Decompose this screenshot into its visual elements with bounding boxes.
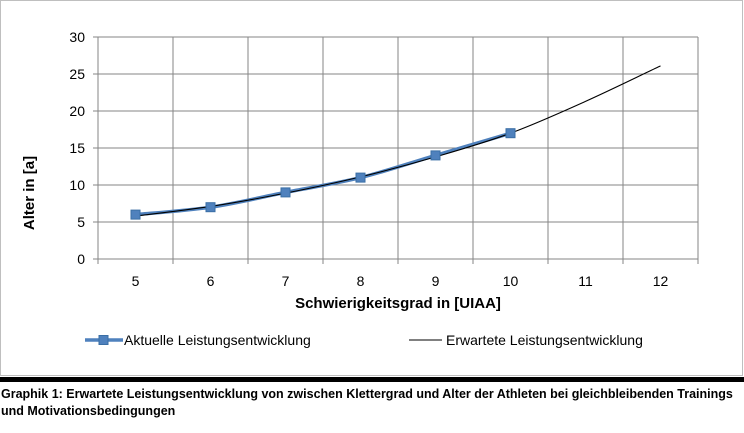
y-tick-label: 20 bbox=[69, 103, 85, 119]
data-point-aktuelle bbox=[130, 209, 141, 220]
axes: 0 5 10 15 20 25 30 5 6 7 8 9 10 11 12 bbox=[69, 29, 699, 289]
x-tick-label: 9 bbox=[432, 273, 440, 289]
data-point-aktuelle bbox=[430, 150, 441, 161]
series-layer bbox=[130, 65, 661, 220]
data-point-aktuelle bbox=[280, 187, 291, 198]
y-axis-title: Alter in [a] bbox=[21, 156, 38, 230]
y-tick-label: 15 bbox=[69, 140, 85, 156]
grid bbox=[98, 36, 699, 259]
y-tick-label: 10 bbox=[69, 177, 85, 193]
legend-item-aktuelle: Aktuelle Leistungsentwicklung bbox=[85, 332, 311, 348]
data-point-aktuelle bbox=[505, 128, 516, 139]
series-line-erwartete bbox=[135, 65, 661, 217]
caption-rule bbox=[0, 377, 744, 382]
data-point-aktuelle bbox=[205, 202, 216, 213]
x-tick-label: 7 bbox=[282, 273, 290, 289]
x-tick-label: 12 bbox=[653, 273, 669, 289]
legend-label-aktuelle: Aktuelle Leistungsentwicklung bbox=[124, 332, 311, 348]
chart-frame: 0 5 10 15 20 25 30 5 6 7 8 9 10 11 12 Schwierigkeitsgr… bbox=[0, 0, 743, 376]
y-tick-label: 25 bbox=[69, 66, 85, 82]
x-tick-label: 5 bbox=[132, 273, 140, 289]
legend-item-erwartete: Erwartete Leistungsentwicklung bbox=[409, 332, 643, 348]
x-axis-title: Schwierigkeitsgrad in [UIAA] bbox=[295, 295, 501, 312]
legend-label-erwartete: Erwartete Leistungsentwicklung bbox=[446, 332, 643, 348]
x-tick-label: 11 bbox=[578, 273, 593, 289]
data-point-aktuelle bbox=[355, 172, 366, 183]
x-tick-label: 10 bbox=[503, 273, 519, 289]
y-tick-label: 30 bbox=[69, 29, 85, 45]
legend-marker-aktuelle bbox=[98, 335, 109, 345]
x-tick-label: 6 bbox=[207, 273, 215, 289]
x-tick-label: 8 bbox=[357, 273, 365, 289]
figure-caption: Graphik 1: Erwartete Leistungsentwicklun… bbox=[1, 387, 733, 418]
line-chart: 0 5 10 15 20 25 30 5 6 7 8 9 10 11 12 Schwierigkeitsgr… bbox=[21, 29, 699, 348]
legend: Aktuelle Leistungsentwicklung Erwartete … bbox=[85, 332, 643, 348]
y-tick-label: 0 bbox=[77, 251, 85, 267]
y-tick-label: 5 bbox=[77, 214, 85, 230]
